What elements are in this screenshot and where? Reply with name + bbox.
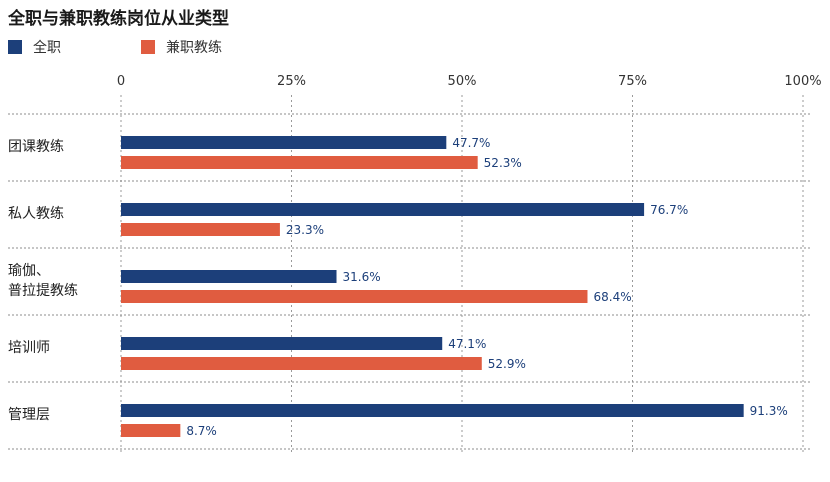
x-tick-label: 50% (448, 74, 477, 89)
bar (121, 357, 482, 370)
category-label: 管理层 (8, 407, 50, 423)
x-tick-label: 100% (784, 74, 821, 89)
data-label: 47.7% (452, 136, 490, 150)
bar (121, 203, 645, 216)
category-label: 培训师 (8, 340, 50, 356)
x-tick-label: 25% (277, 74, 306, 89)
category-label: 私人教练 (8, 206, 64, 222)
bar (121, 290, 588, 303)
data-label: 47.1% (448, 337, 486, 351)
data-label: 91.3% (750, 404, 788, 418)
data-label: 23.3% (286, 223, 324, 237)
chart-title: 全职与兼职教练岗位从业类型 (8, 9, 229, 29)
legend-label-parttime: 兼职教练 (166, 40, 222, 56)
category-label: 瑜伽、 (8, 263, 50, 279)
bar (121, 424, 181, 437)
data-label: 52.9% (488, 357, 526, 371)
bar (121, 270, 337, 283)
legend-swatch-parttime (141, 40, 155, 54)
bar (121, 136, 447, 149)
legend-label-fulltime: 全职 (33, 40, 61, 56)
data-label: 8.7% (186, 424, 217, 438)
legend-item-fulltime: 全职 (8, 37, 61, 57)
bar (121, 223, 280, 236)
x-tick-label: 75% (618, 74, 647, 89)
category-label: 团课教练 (8, 139, 64, 155)
data-label: 52.3% (484, 156, 522, 170)
category-label: 普拉提教练 (8, 283, 78, 299)
data-label: 31.6% (343, 270, 381, 284)
legend-swatch-fulltime (8, 40, 22, 54)
x-tick-label: 0 (117, 74, 125, 89)
data-label: 76.7% (650, 203, 688, 217)
bar (121, 337, 443, 350)
data-label: 68.4% (593, 290, 631, 304)
bar (121, 156, 478, 169)
bar (121, 404, 744, 417)
legend-item-parttime: 兼职教练 (141, 37, 222, 57)
